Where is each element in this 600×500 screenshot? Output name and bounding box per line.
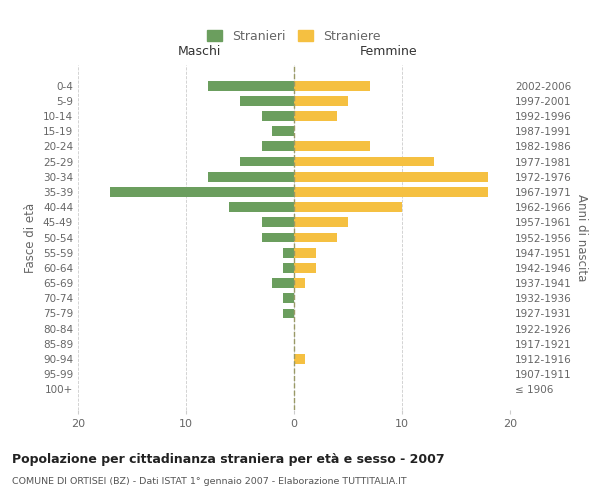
Bar — [283, 308, 294, 318]
Bar — [229, 202, 294, 212]
Text: Femmine: Femmine — [360, 45, 418, 58]
Bar — [294, 278, 305, 288]
Bar — [262, 232, 294, 242]
Bar — [283, 263, 294, 273]
Y-axis label: Anni di nascita: Anni di nascita — [575, 194, 588, 281]
Text: Maschi: Maschi — [177, 45, 221, 58]
Bar — [262, 142, 294, 152]
Bar — [294, 187, 488, 197]
Bar — [294, 263, 316, 273]
Bar — [262, 218, 294, 227]
Bar — [272, 126, 294, 136]
Bar — [283, 248, 294, 258]
Bar — [294, 96, 348, 106]
Y-axis label: Fasce di età: Fasce di età — [25, 202, 37, 272]
Bar — [294, 172, 488, 182]
Bar — [208, 172, 294, 182]
Bar — [294, 111, 337, 121]
Bar — [283, 294, 294, 303]
Text: Popolazione per cittadinanza straniera per età e sesso - 2007: Popolazione per cittadinanza straniera p… — [12, 452, 445, 466]
Bar — [240, 156, 294, 166]
Bar — [208, 80, 294, 90]
Bar — [272, 278, 294, 288]
Bar — [240, 96, 294, 106]
Bar — [110, 187, 294, 197]
Bar — [294, 354, 305, 364]
Bar — [294, 248, 316, 258]
Legend: Stranieri, Straniere: Stranieri, Straniere — [203, 26, 385, 47]
Bar — [262, 111, 294, 121]
Bar — [294, 202, 402, 212]
Bar — [294, 142, 370, 152]
Bar — [294, 218, 348, 227]
Bar — [294, 232, 337, 242]
Text: COMUNE DI ORTISEI (BZ) - Dati ISTAT 1° gennaio 2007 - Elaborazione TUTTITALIA.IT: COMUNE DI ORTISEI (BZ) - Dati ISTAT 1° g… — [12, 478, 407, 486]
Bar — [294, 156, 434, 166]
Bar — [294, 80, 370, 90]
